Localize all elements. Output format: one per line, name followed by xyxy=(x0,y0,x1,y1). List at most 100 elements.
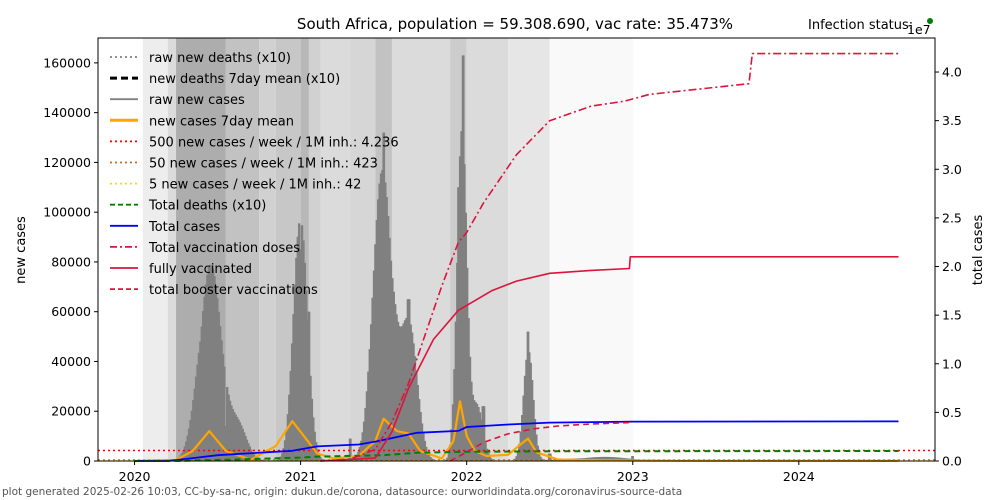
new-cases-bar xyxy=(478,412,482,461)
new-cases-bar xyxy=(409,324,412,461)
new-cases-bar xyxy=(401,326,404,461)
new-cases-bar xyxy=(473,400,476,461)
new-cases-bar xyxy=(362,421,366,461)
new-cases-bar xyxy=(388,237,391,461)
new-cases-bar xyxy=(292,314,295,461)
legend-label: 50 new cases / week / 1M inh.: 423 xyxy=(149,157,378,172)
new-cases-bar xyxy=(309,375,312,461)
new-cases-bar xyxy=(379,173,383,461)
new-cases-bar xyxy=(193,388,196,461)
series-line-fully-vaccinated xyxy=(320,255,899,462)
new-cases-bar xyxy=(240,425,243,461)
new-cases-bar xyxy=(491,459,494,461)
legend-label: 500 new cases / week / 1M inh.: 4.236 xyxy=(149,135,399,150)
new-cases-bar xyxy=(525,359,528,461)
new-cases-bar xyxy=(475,403,479,461)
new-cases-peak-bar xyxy=(462,55,465,461)
new-cases-bar xyxy=(600,456,603,461)
new-cases-bar xyxy=(516,451,520,461)
new-cases-bar xyxy=(303,262,307,461)
y-tick-label: 20000 xyxy=(51,404,91,419)
y-tick-label: 160000 xyxy=(43,55,91,70)
new-cases-bar xyxy=(368,349,371,461)
new-cases-bar xyxy=(197,352,201,461)
legend-label: Total deaths (x10) xyxy=(148,199,266,214)
new-cases-bar xyxy=(485,448,489,461)
series-line-total-booster-vaccinations xyxy=(449,421,630,462)
new-cases-bar xyxy=(360,440,363,461)
y2-tick-label: 2.5 xyxy=(942,210,962,225)
new-cases-bar xyxy=(453,369,456,461)
new-cases-bar xyxy=(604,456,607,461)
new-cases-peak-bar xyxy=(407,299,410,461)
new-cases-bar xyxy=(554,459,558,461)
new-cases-bar xyxy=(454,321,458,461)
y-tick-label: 40000 xyxy=(51,354,91,369)
new-cases-bar xyxy=(523,375,527,461)
new-cases-bar xyxy=(227,394,230,461)
new-cases-bar xyxy=(375,220,379,461)
new-cases-bar xyxy=(415,370,418,461)
plot-frame xyxy=(97,37,936,462)
new-cases-bar xyxy=(605,456,609,461)
new-cases-bar xyxy=(464,212,467,461)
y-axis-left: 0 20000 40000 60000 80000 100000 120000 140000 1… xyxy=(43,55,98,469)
new-cases-bar xyxy=(185,441,188,461)
new-cases-bar xyxy=(206,274,209,461)
new-cases-bar xyxy=(529,362,532,461)
y-tick-label: 80000 xyxy=(51,254,91,269)
new-cases-bar xyxy=(391,278,394,461)
status-band xyxy=(142,38,168,461)
new-cases-bar xyxy=(247,443,250,461)
new-cases-bar xyxy=(237,419,240,461)
new-cases-bar xyxy=(214,286,218,461)
new-cases-bar xyxy=(550,459,554,461)
y-tick-label: 100000 xyxy=(43,205,91,220)
x-tick-label: 2024 xyxy=(783,469,815,484)
new-cases-bar xyxy=(395,314,398,461)
new-cases-bar xyxy=(245,439,249,461)
new-cases-bar xyxy=(200,326,203,461)
new-cases-bar xyxy=(607,456,610,461)
raw-new-cases-bars xyxy=(170,55,665,462)
new-cases-bar xyxy=(196,364,199,461)
new-cases-bar xyxy=(372,270,376,461)
new-cases-bar xyxy=(204,284,208,461)
x-axis: 2020 2021 2022 2023 2024 xyxy=(119,461,815,484)
legend: raw new deaths (x10) new deaths 7day mean… xyxy=(110,51,399,298)
chart-title: South Africa, population = 59.308.690, v… xyxy=(297,15,733,33)
new-cases-bar xyxy=(203,296,206,461)
status-band xyxy=(225,38,260,461)
new-cases-bar xyxy=(402,323,405,461)
new-cases-bar xyxy=(488,456,491,461)
new-cases-bar xyxy=(290,343,294,461)
new-cases-bar xyxy=(295,257,298,461)
new-cases-bar xyxy=(288,394,291,461)
status-band xyxy=(308,38,321,461)
legend-label: total booster vaccinations xyxy=(149,283,318,298)
new-cases-bar xyxy=(351,459,355,461)
new-cases-bar xyxy=(403,320,407,461)
new-cases-peak-bar xyxy=(349,438,352,461)
new-cases-peak-bar xyxy=(299,249,302,461)
new-cases-peak-bar xyxy=(307,311,311,461)
new-cases-peak-bar xyxy=(382,132,385,461)
new-cases-bar xyxy=(231,409,235,461)
legend-label: new deaths 7day mean (x10) xyxy=(149,72,340,87)
new-cases-bar xyxy=(430,458,434,461)
status-band xyxy=(167,38,177,461)
y2-tick-label: 2.0 xyxy=(942,259,962,274)
new-cases-bar xyxy=(522,395,525,461)
status-band xyxy=(320,38,351,461)
new-cases-bar xyxy=(471,394,475,461)
y2-tick-label: 0.5 xyxy=(942,405,962,420)
legend-label: 5 new cases / week / 1M inh.: 42 xyxy=(149,178,361,193)
new-cases-bar xyxy=(467,318,470,461)
new-cases-bar xyxy=(297,223,301,461)
y2-tick-label: 1.5 xyxy=(942,308,962,323)
new-cases-bar xyxy=(228,400,232,461)
new-cases-bar xyxy=(369,324,373,461)
new-cases-bar xyxy=(460,131,463,461)
new-cases-bar xyxy=(202,310,205,461)
